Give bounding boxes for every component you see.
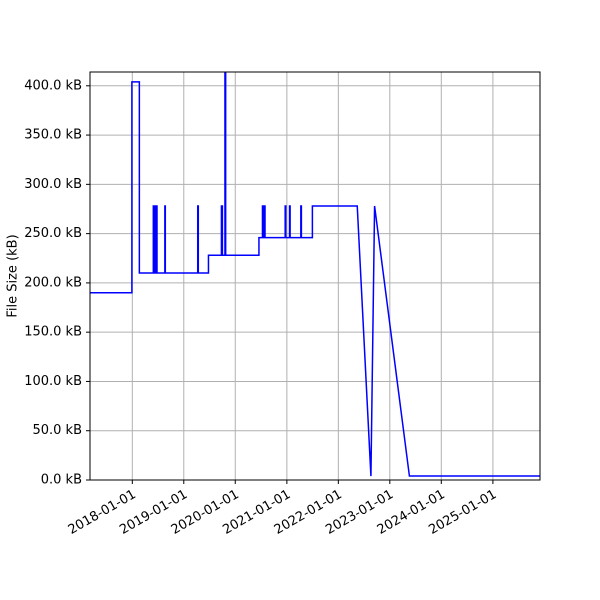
y-tick-label: 50.0 kB — [32, 423, 82, 438]
y-axis-title: File Size (kB) — [6, 234, 21, 317]
y-tick-label: 400.0 kB — [24, 78, 82, 93]
y-tick-label: 300.0 kB — [24, 177, 82, 192]
y-tick-label: 250.0 kB — [24, 226, 82, 241]
y-tick-label: 0.0 kB — [41, 473, 82, 488]
y-tick-label: 100.0 kB — [24, 374, 82, 389]
y-tick-label: 200.0 kB — [24, 275, 82, 290]
plot-area — [90, 72, 540, 480]
plot-frame — [89, 71, 541, 481]
series-layer — [90, 72, 540, 477]
y-tick-label: 150.0 kB — [24, 325, 82, 340]
file-size-series-line — [90, 72, 540, 477]
y-tick-label: 350.0 kB — [24, 128, 82, 143]
